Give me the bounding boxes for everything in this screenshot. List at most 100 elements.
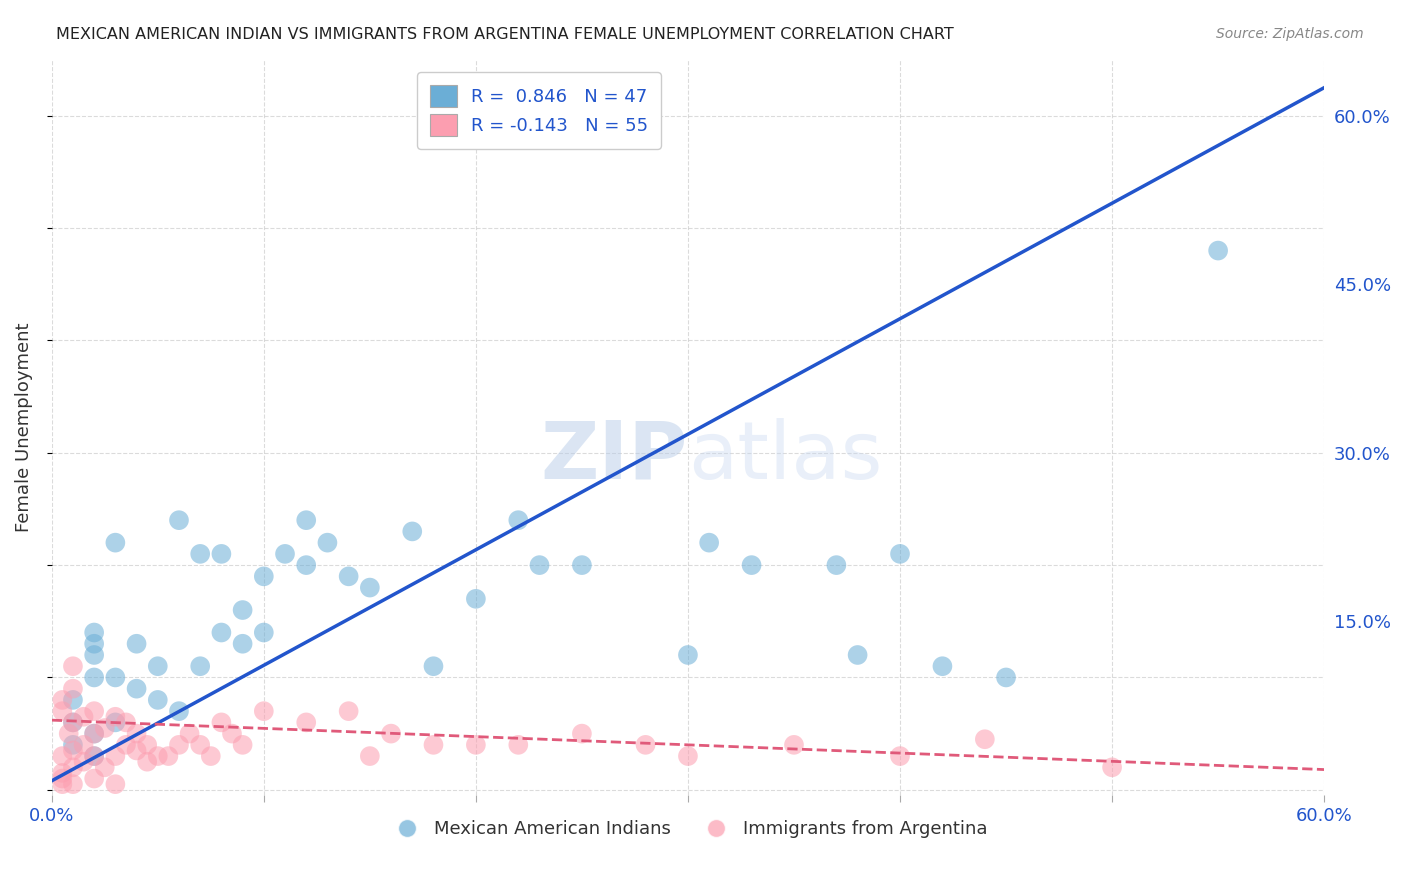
Point bbox=[62, 777, 84, 791]
Point bbox=[62, 693, 84, 707]
Point bbox=[995, 670, 1018, 684]
Point bbox=[94, 721, 117, 735]
Point bbox=[115, 738, 138, 752]
Point bbox=[422, 659, 444, 673]
Point bbox=[295, 715, 318, 730]
Point bbox=[209, 625, 232, 640]
Point bbox=[571, 726, 593, 740]
Point bbox=[146, 659, 169, 673]
Point bbox=[529, 558, 551, 573]
Point bbox=[94, 760, 117, 774]
Point bbox=[337, 569, 360, 583]
Point bbox=[676, 749, 699, 764]
Point bbox=[104, 710, 127, 724]
Point bbox=[380, 726, 402, 740]
Point bbox=[104, 749, 127, 764]
Point bbox=[136, 738, 159, 752]
Point bbox=[51, 693, 73, 707]
Point bbox=[83, 726, 105, 740]
Point bbox=[83, 704, 105, 718]
Point bbox=[741, 558, 763, 573]
Point bbox=[253, 704, 276, 718]
Point bbox=[359, 749, 381, 764]
Point bbox=[83, 670, 105, 684]
Point bbox=[72, 738, 94, 752]
Point bbox=[1206, 244, 1229, 258]
Point bbox=[83, 772, 105, 786]
Point bbox=[83, 648, 105, 662]
Point bbox=[232, 637, 254, 651]
Point bbox=[676, 648, 699, 662]
Point bbox=[136, 755, 159, 769]
Point bbox=[931, 659, 953, 673]
Point bbox=[464, 738, 486, 752]
Point bbox=[146, 749, 169, 764]
Point bbox=[51, 777, 73, 791]
Point bbox=[846, 648, 869, 662]
Point bbox=[825, 558, 848, 573]
Text: atlas: atlas bbox=[688, 418, 883, 496]
Point bbox=[253, 569, 276, 583]
Point bbox=[104, 670, 127, 684]
Point bbox=[188, 547, 211, 561]
Point bbox=[200, 749, 222, 764]
Point bbox=[125, 681, 148, 696]
Point bbox=[104, 535, 127, 549]
Point bbox=[188, 738, 211, 752]
Point bbox=[62, 659, 84, 673]
Point bbox=[316, 535, 339, 549]
Point bbox=[232, 738, 254, 752]
Point bbox=[188, 659, 211, 673]
Point bbox=[889, 547, 911, 561]
Point bbox=[973, 732, 995, 747]
Text: ZIP: ZIP bbox=[541, 418, 688, 496]
Point bbox=[62, 715, 84, 730]
Point bbox=[508, 513, 530, 527]
Point bbox=[83, 637, 105, 651]
Point bbox=[83, 749, 105, 764]
Point bbox=[58, 726, 80, 740]
Y-axis label: Female Unemployment: Female Unemployment bbox=[15, 323, 32, 533]
Point bbox=[62, 738, 84, 752]
Point bbox=[125, 743, 148, 757]
Point bbox=[337, 704, 360, 718]
Point bbox=[1101, 760, 1123, 774]
Point bbox=[209, 715, 232, 730]
Point bbox=[51, 766, 73, 780]
Point bbox=[209, 547, 232, 561]
Point bbox=[221, 726, 243, 740]
Point bbox=[125, 637, 148, 651]
Point bbox=[62, 681, 84, 696]
Point bbox=[157, 749, 180, 764]
Point bbox=[62, 743, 84, 757]
Point bbox=[697, 535, 720, 549]
Point bbox=[232, 603, 254, 617]
Point bbox=[422, 738, 444, 752]
Point bbox=[508, 738, 530, 752]
Point bbox=[115, 715, 138, 730]
Point bbox=[125, 726, 148, 740]
Point bbox=[167, 704, 190, 718]
Point bbox=[51, 772, 73, 786]
Point bbox=[889, 749, 911, 764]
Point bbox=[72, 710, 94, 724]
Point bbox=[295, 558, 318, 573]
Point bbox=[83, 749, 105, 764]
Point bbox=[634, 738, 657, 752]
Point bbox=[179, 726, 201, 740]
Point bbox=[62, 715, 84, 730]
Point bbox=[295, 513, 318, 527]
Point bbox=[104, 715, 127, 730]
Text: MEXICAN AMERICAN INDIAN VS IMMIGRANTS FROM ARGENTINA FEMALE UNEMPLOYMENT CORRELA: MEXICAN AMERICAN INDIAN VS IMMIGRANTS FR… bbox=[56, 27, 955, 42]
Point bbox=[783, 738, 806, 752]
Point bbox=[464, 591, 486, 606]
Point bbox=[83, 726, 105, 740]
Point bbox=[401, 524, 423, 539]
Point bbox=[146, 693, 169, 707]
Point bbox=[167, 513, 190, 527]
Text: Source: ZipAtlas.com: Source: ZipAtlas.com bbox=[1216, 27, 1364, 41]
Point bbox=[359, 581, 381, 595]
Point bbox=[72, 755, 94, 769]
Point bbox=[104, 777, 127, 791]
Point bbox=[571, 558, 593, 573]
